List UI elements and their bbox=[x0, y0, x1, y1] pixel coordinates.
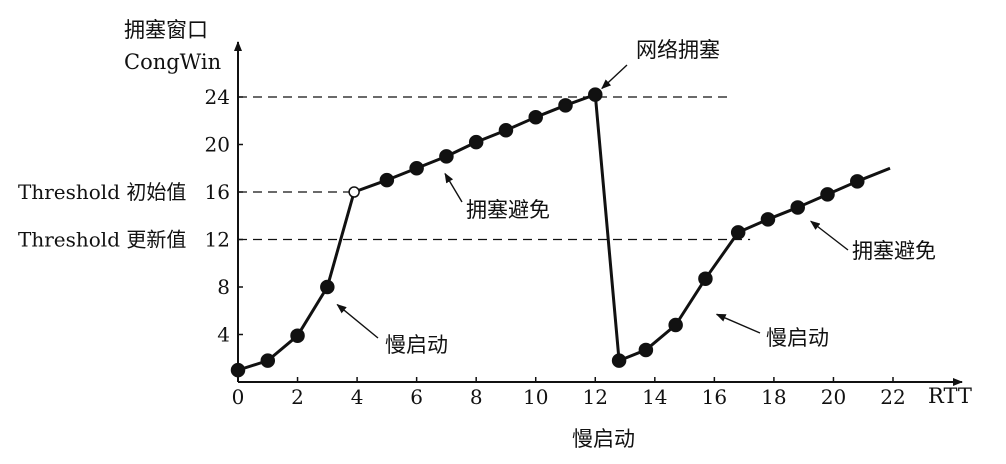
data-point bbox=[638, 342, 654, 358]
y-tick-label: 16 bbox=[205, 180, 230, 204]
data-point bbox=[850, 174, 865, 189]
x-tick-label: 10 bbox=[523, 385, 548, 409]
reference-line-label: Threshold 初始值 bbox=[18, 180, 186, 204]
x-tick-label: 16 bbox=[702, 385, 727, 409]
y-axis-label-2: CongWin bbox=[124, 50, 221, 74]
data-point bbox=[668, 317, 683, 333]
annotation-arrow bbox=[715, 313, 761, 334]
x-tick-label: 22 bbox=[880, 385, 905, 409]
x-tick-label: 6 bbox=[410, 385, 423, 409]
annotation-arrow bbox=[444, 172, 463, 203]
annotation-arrow bbox=[336, 303, 379, 339]
annotation-label: 网络拥塞 bbox=[636, 38, 720, 62]
x-tick-label: 8 bbox=[470, 385, 483, 409]
y-tick-label: 8 bbox=[217, 275, 230, 299]
x-tick-label: 4 bbox=[351, 385, 364, 409]
annotation-arrow bbox=[810, 220, 849, 251]
data-point bbox=[468, 134, 484, 150]
x-tick-label: 14 bbox=[642, 385, 667, 409]
x-axis-label: RTT bbox=[928, 384, 972, 408]
x-tick-label: 2 bbox=[291, 385, 304, 409]
data-point bbox=[498, 123, 514, 138]
x-tick-label: 18 bbox=[761, 385, 786, 409]
data-point bbox=[379, 172, 395, 188]
data-point bbox=[439, 149, 454, 164]
data-point bbox=[730, 225, 746, 240]
y-axis-label: 拥塞窗口 bbox=[124, 18, 208, 42]
series bbox=[230, 87, 891, 378]
bottom-caption: 慢启动 bbox=[572, 427, 635, 451]
x-tick-label: 0 bbox=[232, 385, 245, 409]
y-tick-label: 12 bbox=[205, 228, 230, 252]
annotation-label: 拥塞避免 bbox=[466, 198, 550, 222]
annotation-label: 慢启动 bbox=[385, 333, 448, 357]
x-tick-label: 20 bbox=[821, 385, 846, 409]
reference-lines: Threshold 初始值 Threshold 更新值 bbox=[18, 96, 751, 252]
data-point bbox=[348, 186, 360, 198]
y-tick-label: 24 bbox=[205, 85, 230, 109]
data-point bbox=[588, 87, 603, 102]
y-tick-label: 4 bbox=[217, 323, 230, 347]
y-tick-label: 20 bbox=[205, 133, 230, 157]
annotation-label: 慢启动 bbox=[766, 326, 829, 350]
annotation-arrow bbox=[601, 64, 628, 90]
data-point bbox=[528, 109, 543, 125]
data-point bbox=[409, 161, 424, 176]
reference-line-label: Threshold 更新值 bbox=[18, 228, 186, 252]
data-point bbox=[320, 279, 335, 295]
data-point bbox=[820, 187, 835, 202]
x-tick-label: 12 bbox=[583, 385, 608, 409]
data-point bbox=[790, 200, 805, 215]
data-point bbox=[611, 353, 627, 368]
data-point bbox=[230, 362, 246, 378]
data-point bbox=[760, 212, 776, 227]
data-point bbox=[260, 353, 276, 368]
data-point bbox=[698, 271, 713, 286]
data-point bbox=[290, 328, 305, 343]
data-point bbox=[558, 98, 573, 113]
annotation-label: 拥塞避免 bbox=[852, 239, 936, 263]
